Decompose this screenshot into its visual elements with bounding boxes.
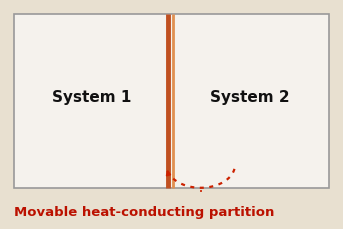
Text: System 1: System 1: [52, 90, 132, 105]
Text: System 2: System 2: [210, 90, 290, 105]
Text: Movable heat-conducting partition: Movable heat-conducting partition: [14, 207, 274, 219]
Bar: [14, 14, 329, 188]
